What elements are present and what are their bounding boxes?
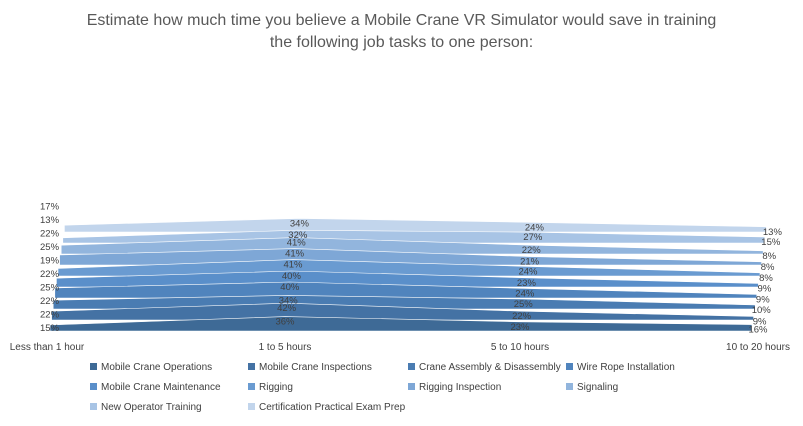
value-label: 24% [515, 288, 535, 299]
value-label: 42% [277, 303, 297, 314]
value-label: 36% [275, 317, 295, 328]
value-label: 22% [40, 269, 60, 280]
area-series-7 [59, 248, 762, 266]
value-label: 22% [40, 296, 60, 307]
value-label: 15% [761, 237, 781, 248]
value-label: 41% [283, 260, 303, 271]
value-label: 23% [510, 322, 530, 333]
legend-swatch [90, 363, 97, 370]
value-label: 32% [288, 230, 308, 241]
legend-item: Rigging Inspection [408, 382, 501, 393]
area-layers [49, 218, 767, 332]
value-label: 25% [40, 283, 60, 294]
value-label: 41% [285, 249, 305, 260]
category-label: 5 to 10 hours [491, 342, 549, 353]
legend-label: Signaling [577, 382, 618, 393]
category-axis: Less than 1 hour 1 to 5 hours 5 to 10 hour… [10, 342, 790, 353]
area-series-6 [57, 259, 761, 277]
legend-label: Mobile Crane Operations [101, 362, 212, 373]
legend-item: Certification Practical Exam Prep [248, 402, 406, 413]
category-label: 10 to 20 hours [726, 342, 790, 353]
legend-label: Mobile Crane Inspections [259, 362, 372, 373]
value-label: 25% [40, 242, 60, 253]
value-label: 21% [520, 257, 540, 268]
value-label: 19% [40, 256, 60, 267]
value-labels: 15% 36% 23% 16% 22% 42% 22% 9% 22% 34% 25% 10% 25% 40… [40, 202, 782, 336]
category-label: Less than 1 hour [10, 342, 85, 353]
value-label: 10% [752, 305, 772, 316]
legend-swatch [248, 403, 255, 410]
value-label: 22% [522, 245, 542, 256]
legend-item: Signaling [566, 382, 618, 393]
value-label: 15% [40, 323, 60, 334]
chart-title-line-2: the following job tasks to one person: [270, 34, 533, 51]
legend-item: New Operator Training [90, 402, 202, 413]
area-series-5 [56, 270, 759, 288]
value-label: 22% [40, 229, 60, 240]
legend-label: Wire Rope Installation [577, 362, 675, 373]
value-label: 25% [514, 299, 534, 310]
chart-title-line-1: Estimate how much time you believe a Mob… [87, 12, 717, 29]
legend: Mobile Crane Operations Mobile Crane Insp… [90, 362, 675, 413]
legend-swatch [248, 363, 255, 370]
value-label: 40% [282, 271, 302, 282]
area-series-1 [49, 316, 753, 332]
value-label: 22% [40, 310, 60, 321]
legend-swatch [90, 403, 97, 410]
value-label: 40% [280, 282, 300, 293]
legend-swatch [248, 383, 255, 390]
area-series-10 [64, 218, 767, 233]
value-label: 17% [40, 202, 60, 213]
legend-item: Mobile Crane Operations [90, 362, 212, 373]
legend-label: Rigging [259, 382, 293, 393]
legend-swatch [408, 383, 415, 390]
legend-label: Rigging Inspection [419, 382, 501, 393]
value-label: 8% [761, 262, 775, 273]
value-label: 13% [40, 215, 60, 226]
value-label: 24% [518, 266, 538, 277]
area-series-2 [51, 302, 754, 321]
legend-swatch [408, 363, 415, 370]
value-label: 9% [756, 294, 770, 305]
value-label: 34% [279, 295, 299, 306]
legend-label: Mobile Crane Maintenance [101, 382, 221, 393]
value-label: 23% [517, 278, 537, 289]
value-label: 22% [512, 311, 532, 322]
value-label: 16% [748, 325, 768, 336]
value-label: 24% [525, 222, 545, 233]
value-label: 8% [759, 273, 773, 284]
legend-item: Crane Assembly & Disassembly [408, 362, 561, 373]
value-label: 9% [758, 283, 772, 294]
legend-swatch [566, 363, 573, 370]
legend-swatch [566, 383, 573, 390]
value-label: 34% [290, 218, 310, 229]
legend-item: Mobile Crane Maintenance [90, 382, 221, 393]
value-label: 41% [287, 238, 307, 249]
legend-label: New Operator Training [101, 402, 202, 413]
value-label: 27% [523, 232, 543, 243]
value-label: 13% [763, 227, 783, 238]
legend-item: Wire Rope Installation [566, 362, 675, 373]
legend-item: Mobile Crane Inspections [248, 362, 372, 373]
value-label: 9% [753, 316, 767, 327]
legend-swatch [90, 383, 97, 390]
legend-label: Crane Assembly & Disassembly [419, 362, 561, 373]
area-series-4 [54, 281, 758, 299]
category-label: 1 to 5 hours [259, 342, 312, 353]
value-label: 8% [762, 251, 776, 262]
legend-label: Certification Practical Exam Prep [259, 402, 406, 413]
legend-item: Rigging [248, 382, 293, 393]
